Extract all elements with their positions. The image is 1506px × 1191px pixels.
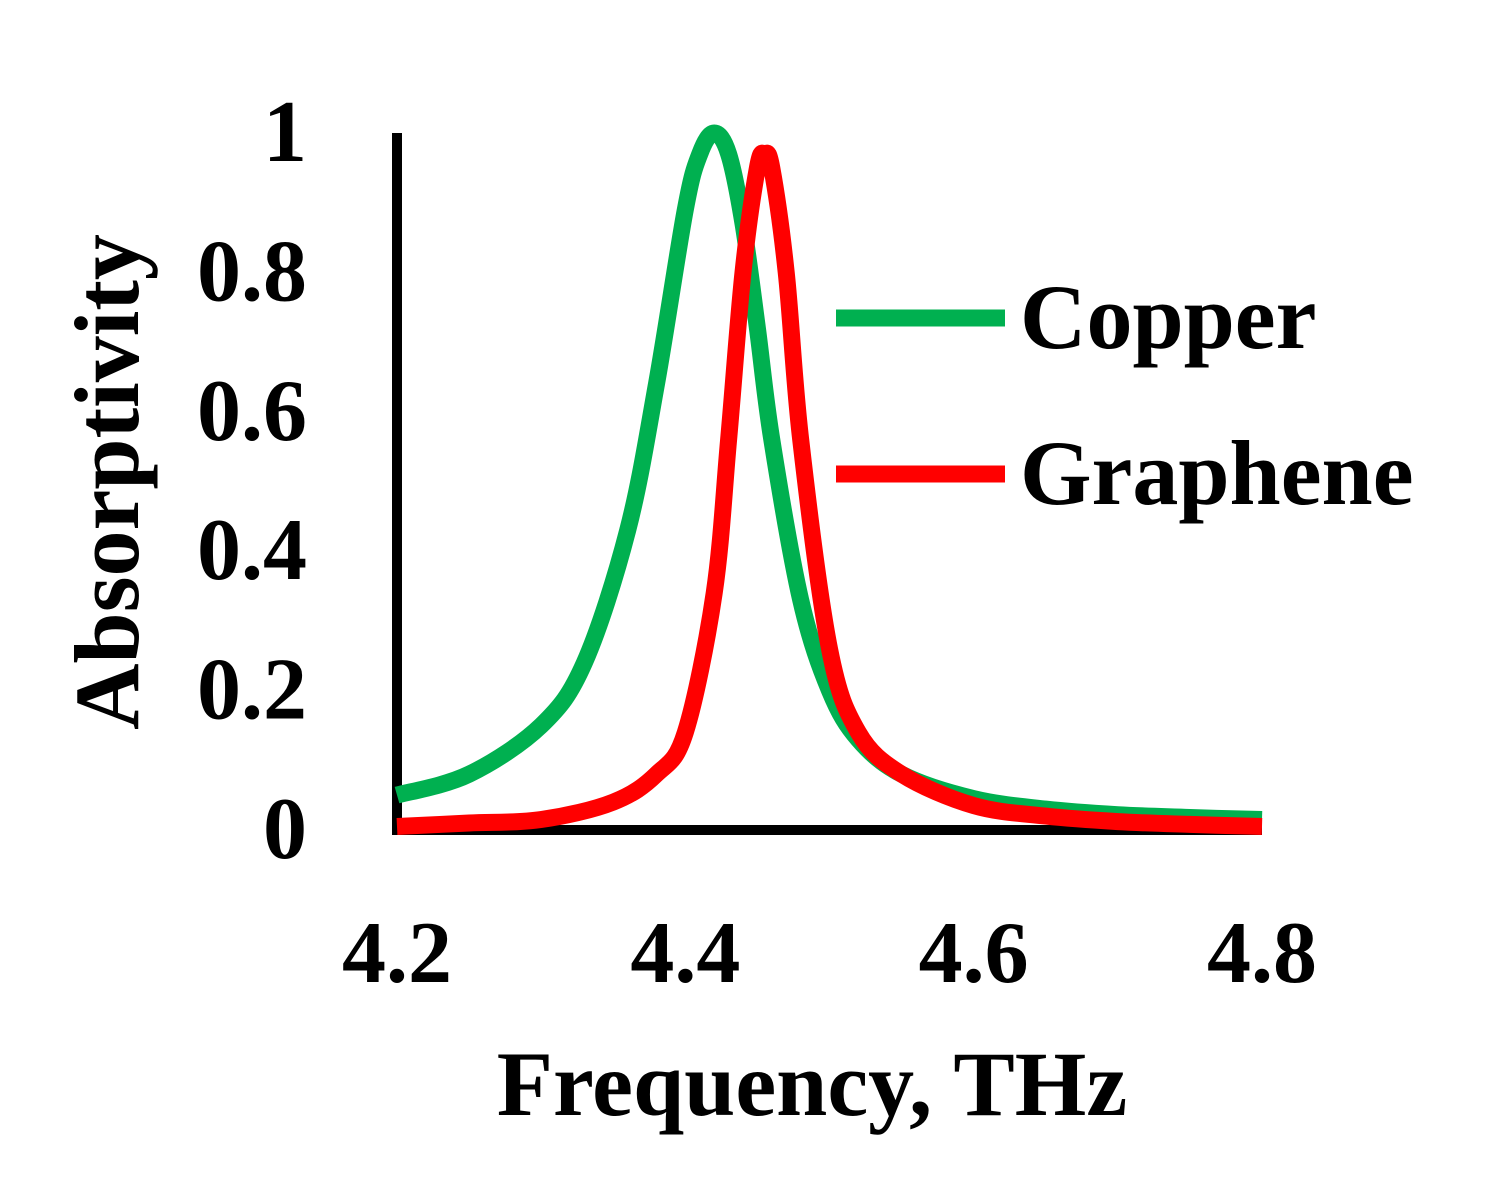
y-tick-label: 0.6 — [197, 363, 307, 460]
x-axis-label: Frequency, THz — [497, 1033, 1127, 1135]
series-line-graphene — [396, 144, 1263, 835]
x-tick-label: 4.4 — [630, 905, 740, 1002]
legend-label-copper: Copper — [1020, 266, 1316, 368]
x-tick-labels: 4.2 4.4 4.6 4.8 — [342, 905, 1317, 1002]
y-axis-label: Absorptivity — [56, 234, 158, 730]
y-tick-label: 0.8 — [197, 223, 307, 320]
y-tick-labels: 0 0.2 0.4 0.6 0.8 1 — [197, 84, 307, 878]
x-tick-label: 4.6 — [919, 905, 1029, 1002]
series-lines — [394, 124, 1263, 835]
y-tick-label: 0.4 — [197, 502, 307, 599]
legend: Copper Graphene — [836, 266, 1414, 524]
y-tick-label: 0.2 — [197, 642, 307, 739]
y-tick-label: 0 — [263, 781, 307, 878]
x-tick-label: 4.8 — [1207, 905, 1317, 1002]
legend-label-graphene: Graphene — [1020, 422, 1414, 524]
x-tick-label: 4.2 — [342, 905, 452, 1002]
y-tick-label: 1 — [263, 84, 307, 181]
